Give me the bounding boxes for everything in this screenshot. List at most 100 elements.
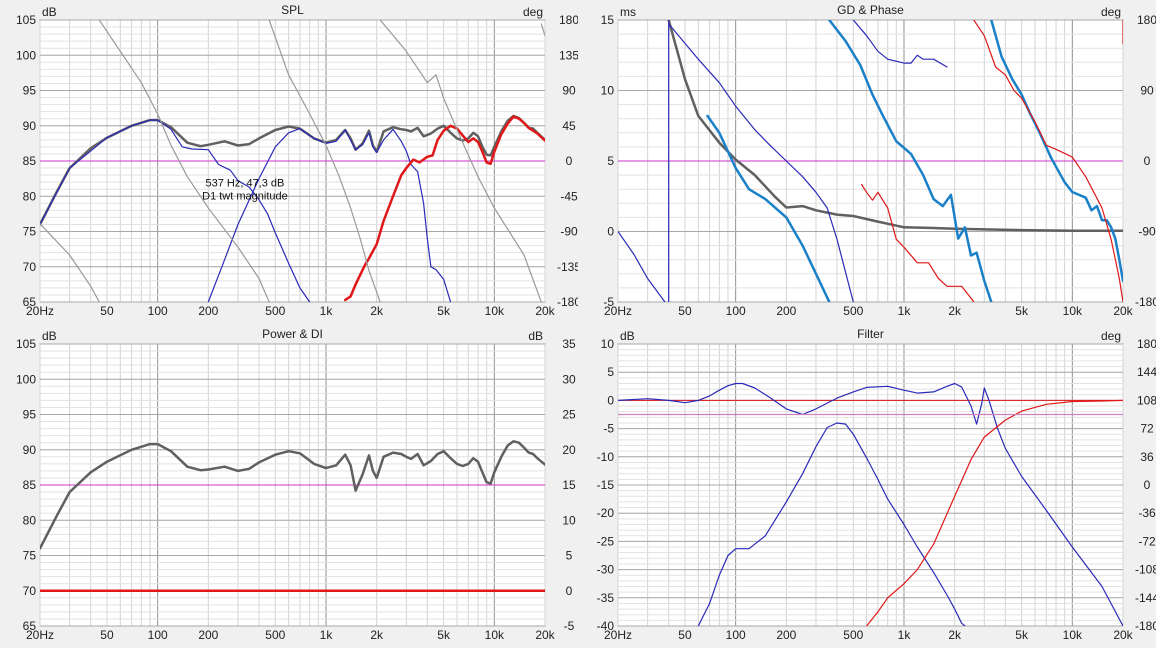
series-line-9 <box>973 20 1123 302</box>
y-tick-label: 0 <box>607 393 614 407</box>
y-tick-label: -40 <box>597 619 615 633</box>
y2-tick-label: 5 <box>566 549 573 563</box>
y2-axis-label: deg <box>1101 5 1121 19</box>
y-tick-label: 70 <box>23 584 37 598</box>
y2-tick-label: 36 <box>1140 450 1154 464</box>
x-tick-label: 20k <box>535 304 555 318</box>
x-tick-label: 200 <box>198 304 218 318</box>
x-tick-label: 50 <box>100 628 114 642</box>
x-tick-label: 20Hz <box>26 628 54 642</box>
y2-tick-label: -90 <box>560 225 578 239</box>
y2-tick-label: 20 <box>562 443 576 457</box>
gd-phase-chart: 20Hz 50 100 200 500 1k 2k 5k 10k 20k -5 0 5 10 15 -180 -… <box>601 3 1156 318</box>
y2-tick-label: 0 <box>566 154 573 168</box>
chart-title: SPL <box>281 3 304 17</box>
x-tick-label: 10k <box>1063 304 1083 318</box>
y2-tick-label: 90 <box>1140 84 1154 98</box>
chart-title: Filter <box>857 327 884 341</box>
spl-chart: 20Hz 50 100 200 500 1k 2k 5k 10k 20k 65 70 75 80 85 90 9… <box>16 3 578 318</box>
y-axis-label: dB <box>42 329 57 343</box>
y2-tick-label: 35 <box>562 337 576 351</box>
series-line-0 <box>40 440 545 550</box>
y2-tick-label: 180 <box>559 13 578 27</box>
y2-tick-label: -72 <box>1138 534 1156 548</box>
x-tick-label: 2k <box>948 628 962 642</box>
series-line-2 <box>866 399 1123 626</box>
series-line-3 <box>990 20 1123 283</box>
series-line-1 <box>706 114 831 302</box>
y-tick-label: 80 <box>23 513 37 527</box>
y2-tick-label: -180 <box>1135 295 1156 309</box>
power-di-chart-panel: 20Hz 50 100 200 500 1k 2k 5k 10k 20k 65 70 75 80 85 90 9… <box>0 324 578 648</box>
y-tick-label: -25 <box>597 534 615 548</box>
y2-tick-label: 72 <box>1140 422 1154 436</box>
y2-tick-label: -5 <box>564 619 575 633</box>
y-tick-label: 10 <box>601 337 615 351</box>
y-tick-label: 65 <box>23 295 37 309</box>
y-tick-label: -20 <box>597 506 615 520</box>
x-tick-label: 100 <box>148 304 168 318</box>
y2-tick-label: 0 <box>1144 478 1151 492</box>
series-line-7 <box>379 20 542 302</box>
x-tick-label: 500 <box>265 304 285 318</box>
series-group <box>618 382 1123 626</box>
y2-tick-label: -135 <box>557 260 578 274</box>
y2-tick-label: 135 <box>559 48 578 62</box>
x-tick-label: 20Hz <box>604 304 632 318</box>
y-tick-label: 85 <box>23 154 37 168</box>
x-tick-label: 10k <box>1063 628 1083 642</box>
annotation-label: 537 Hz, 47,3 dB <box>205 177 284 189</box>
y2-tick-label: -90 <box>1138 225 1156 239</box>
series-line-6 <box>852 20 948 68</box>
y2-tick-label: 90 <box>562 84 576 98</box>
series-line-4 <box>618 230 666 302</box>
y2-tick-label: 0 <box>566 584 573 598</box>
series-group <box>618 20 1123 302</box>
x-tick-label: 5k <box>1015 304 1029 318</box>
series-line-4 <box>40 223 100 302</box>
x-tick-label: 50 <box>678 628 692 642</box>
filter-chart-panel: 20Hz 50 100 200 500 1k 2k 5k 10k 20k -40 -35 -30 -25-… <box>578 324 1156 648</box>
y-tick-label: 5 <box>607 154 614 168</box>
x-tick-label: 20Hz <box>26 304 54 318</box>
grid <box>617 343 1124 627</box>
x-tick-label: 1k <box>898 628 912 642</box>
y-tick-label: -30 <box>597 563 615 577</box>
y2-tick-label: 15 <box>562 478 576 492</box>
x-tick-label: 500 <box>265 628 285 642</box>
y-tick-label: 0 <box>607 225 614 239</box>
y-tick-label: -15 <box>597 478 615 492</box>
x-tick-label: 200 <box>776 628 796 642</box>
y2-tick-label: -180 <box>557 295 578 309</box>
x-tick-label: 2k <box>948 304 962 318</box>
y-tick-label: 105 <box>16 337 36 351</box>
y-axis-label: dB <box>620 329 635 343</box>
x-tick-label: 10k <box>485 304 505 318</box>
x-tick-label: 200 <box>198 628 218 642</box>
x-tick-label: 5k <box>437 628 451 642</box>
y-tick-label: 90 <box>23 443 37 457</box>
x-tick-label: 1k <box>320 304 334 318</box>
y2-tick-label: -108 <box>1135 563 1156 577</box>
x-tick-label: 100 <box>148 628 168 642</box>
y-axis-label: ms <box>620 5 636 19</box>
y-tick-label: 100 <box>16 48 36 62</box>
x-tick-label: 100 <box>726 304 746 318</box>
power-di-chart: 20Hz 50 100 200 500 1k 2k 5k 10k 20k6570758085909… <box>16 327 576 642</box>
y2-tick-label: -45 <box>560 189 578 203</box>
filter-chart: 20Hz 50 100 200 500 1k 2k 5k 10k 20k-40-35-30-25-… <box>597 327 1156 642</box>
series-group <box>40 440 545 593</box>
y-tick-label: 65 <box>23 619 37 633</box>
x-tick-label: 20Hz <box>604 628 632 642</box>
y-tick-label: 95 <box>23 84 37 98</box>
series-line-1 <box>697 422 966 626</box>
y2-axis-label: deg <box>523 5 543 19</box>
x-tick-label: 50 <box>100 304 114 318</box>
x-tick-label: 10k <box>485 628 505 642</box>
x-tick-label: 500 <box>843 628 863 642</box>
x-tick-label: 1k <box>898 304 912 318</box>
x-tick-label: 2k <box>370 628 384 642</box>
y2-tick-label: 25 <box>562 408 576 422</box>
series-line-0 <box>667 20 1123 233</box>
x-tick-label: 50 <box>678 304 692 318</box>
